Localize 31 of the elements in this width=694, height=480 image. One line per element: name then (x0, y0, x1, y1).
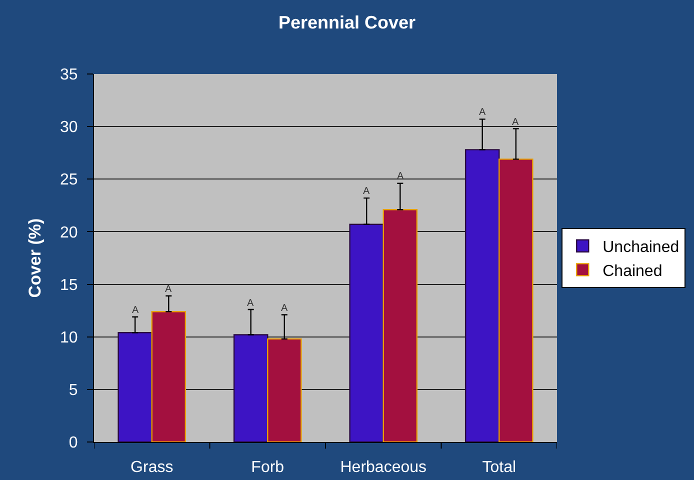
data-label: A (512, 117, 519, 128)
x-tick-label: Total (482, 459, 516, 476)
bar (498, 158, 534, 442)
y-tick-label: 20 (60, 224, 78, 242)
data-label: A (247, 298, 254, 309)
legend-label: Chained (602, 262, 662, 280)
bar (118, 332, 152, 442)
bar (151, 311, 186, 442)
y-tick-label: 35 (60, 66, 78, 84)
bar (233, 334, 268, 442)
y-tick-label: 25 (60, 172, 78, 189)
y-axis-title: Cover (%) (26, 218, 45, 298)
data-label: A (479, 107, 486, 118)
y-tick-label: 30 (60, 119, 78, 136)
x-tick-label: Grass (130, 459, 174, 476)
bar (382, 209, 418, 442)
chart-title: Perennial Cover (278, 12, 416, 32)
y-tick-label: 5 (68, 382, 78, 400)
y-tick-label: 15 (60, 276, 78, 294)
x-tick-label: Forb (251, 459, 284, 476)
data-label: A (281, 303, 288, 314)
bar (267, 338, 302, 442)
bar (349, 224, 384, 442)
legend-label: Unchained (602, 239, 680, 256)
bar (464, 149, 500, 442)
y-tick-label: 0 (68, 434, 78, 452)
data-label: A (363, 186, 370, 197)
x-tick-label: Herbaceous (340, 459, 427, 476)
data-label: A (165, 284, 172, 295)
data-label: A (132, 305, 139, 316)
y-tick-label: 10 (60, 329, 78, 346)
